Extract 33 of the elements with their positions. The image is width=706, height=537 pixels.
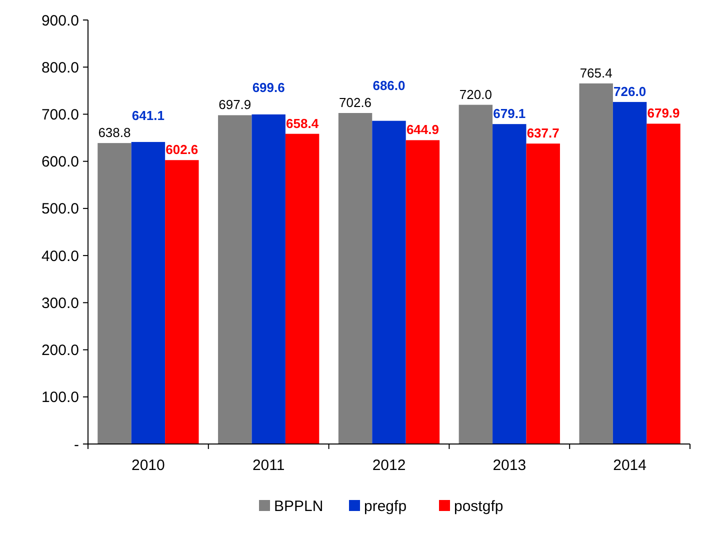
data-label: 765.4 (580, 65, 612, 80)
legend-label: BPPLN (274, 498, 324, 515)
legend-label: pregfp (364, 498, 407, 515)
data-label: 697.9 (218, 97, 252, 112)
data-label: 641.1 (132, 108, 164, 124)
x-tick-label: 2014 (613, 457, 646, 474)
y-tick-label: 900.0 (41, 12, 79, 30)
y-tick-label: 400.0 (41, 248, 79, 265)
data-label: 726.0 (614, 84, 646, 99)
data-label: 699.6 (252, 80, 285, 96)
x-tick-label: 2011 (252, 457, 285, 474)
y-tick-label: 800.0 (41, 59, 79, 76)
data-label: 602.6 (166, 142, 198, 158)
data-label: 679.1 (493, 106, 526, 122)
data-label: 686.0 (372, 78, 406, 93)
x-tick-label: 2013 (492, 457, 526, 474)
y-tick-label: 700.0 (41, 106, 79, 124)
y-tick-label: 600.0 (41, 154, 79, 171)
legend-label: postgfp (454, 498, 504, 515)
x-tick-label: 2012 (372, 457, 406, 474)
y-tick-label: 300.0 (41, 294, 79, 312)
data-label: 637.7 (526, 126, 560, 141)
data-label: 720.0 (459, 86, 492, 102)
data-label: 658.4 (286, 116, 320, 131)
y-tick-label: 100.0 (41, 389, 79, 406)
data-label: 644.9 (406, 122, 439, 138)
y-tick-label: - (74, 436, 79, 454)
data-label: 638.8 (98, 125, 131, 140)
y-tick-label: 200.0 (41, 342, 79, 360)
data-label: 679.9 (647, 106, 680, 121)
x-tick-label: 2010 (132, 457, 165, 474)
y-tick-label: 500.0 (41, 200, 79, 218)
data-label: 702.6 (339, 94, 372, 110)
